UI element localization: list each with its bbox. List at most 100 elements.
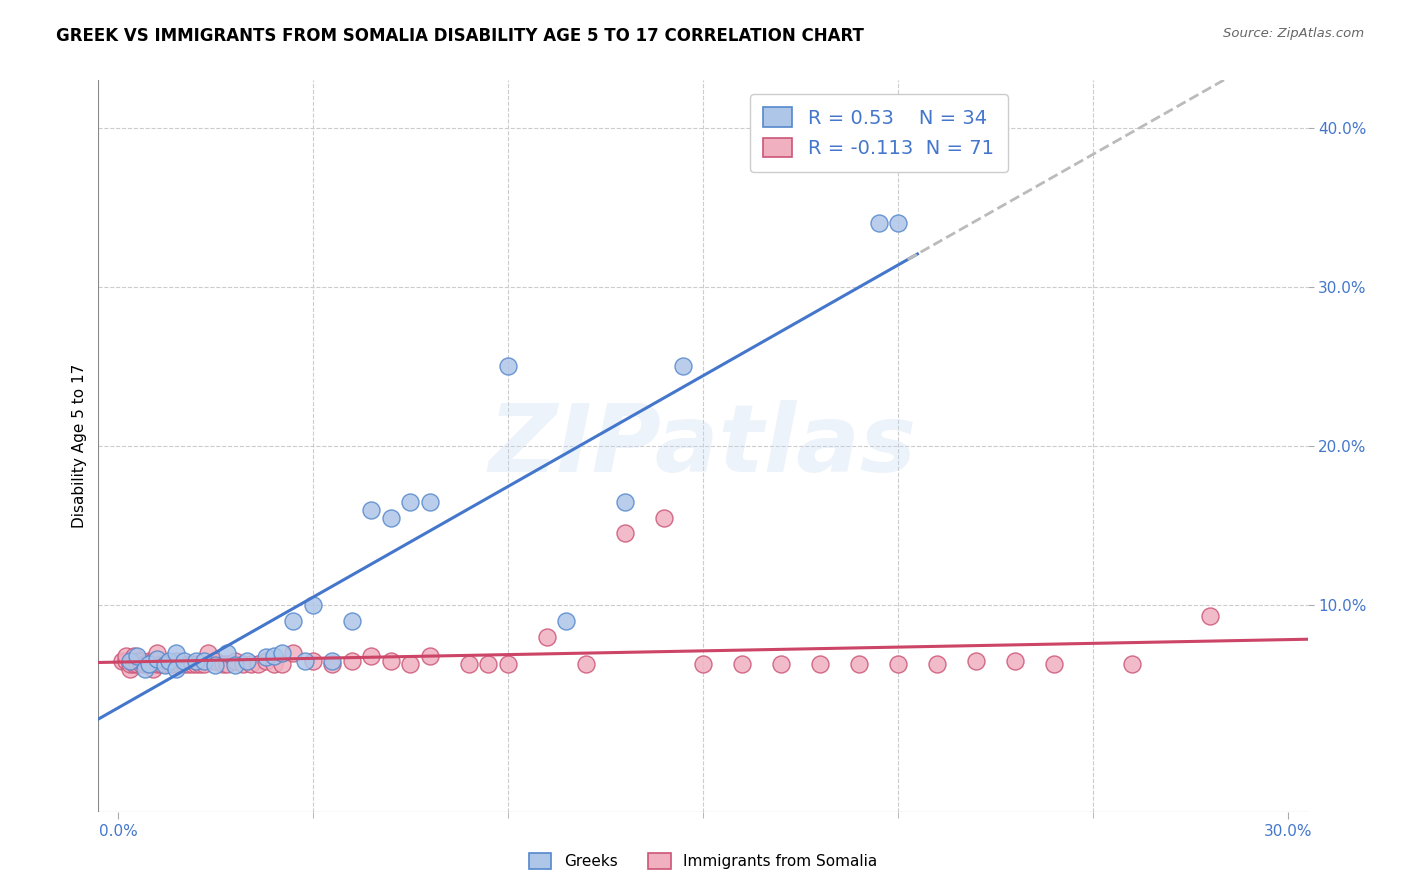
Point [887,216,910,230]
Point [114,654,136,668]
Point [808,657,831,671]
Text: GREEK VS IMMIGRANTS FROM SOMALIA DISABILITY AGE 5 TO 17 CORRELATION CHART: GREEK VS IMMIGRANTS FROM SOMALIA DISABIL… [56,27,865,45]
Point [496,657,519,671]
Point [1043,657,1066,671]
Point [302,598,325,612]
Point [157,657,180,671]
Point [193,654,215,668]
Point [247,657,270,671]
Point [204,658,226,673]
Point [122,648,145,663]
Point [254,654,277,668]
Point [340,614,363,628]
Point [380,510,402,524]
Point [193,657,215,671]
Point [848,657,870,671]
Point [302,654,325,668]
Point [118,657,141,671]
Point [1199,609,1222,624]
Point [165,646,187,660]
Point [131,657,153,671]
Point [1004,654,1026,668]
Point [134,662,156,676]
Point [134,657,156,671]
Point [868,216,890,230]
Point [142,662,165,676]
Point [614,526,637,541]
Point [235,654,257,668]
Point [555,614,578,628]
Point [496,359,519,374]
Point [419,494,441,508]
Point [165,662,187,676]
Point [340,654,363,668]
Point [197,646,219,660]
Point [138,654,160,668]
Point [165,654,187,668]
Point [212,657,235,671]
Point [536,630,558,644]
Point [270,646,292,660]
Point [217,657,239,671]
Point [232,657,254,671]
Point [181,657,204,671]
Point [263,648,285,663]
Legend: R = 0.53    N = 34, R = -0.113  N = 71: R = 0.53 N = 34, R = -0.113 N = 71 [749,94,1008,171]
Point [399,494,422,508]
Point [321,657,343,671]
Point [146,646,169,660]
Point [153,657,176,671]
Point [614,494,637,508]
Point [184,654,207,668]
Point [360,648,382,663]
Y-axis label: Disability Age 5 to 17: Disability Age 5 to 17 [72,364,87,528]
Point [149,657,172,671]
Point [224,658,246,673]
Legend: Greeks, Immigrants from Somalia: Greeks, Immigrants from Somalia [523,847,883,875]
Point [224,654,246,668]
Point [131,654,153,668]
Point [652,510,675,524]
Point [146,657,169,671]
Point [173,657,195,671]
Point [419,648,441,663]
Point [283,646,305,660]
Point [270,657,292,671]
Point [114,648,136,663]
Point [380,654,402,668]
Point [731,657,754,671]
Text: Source: ZipAtlas.com: Source: ZipAtlas.com [1223,27,1364,40]
Point [263,657,285,671]
Point [177,657,200,671]
Point [153,657,176,671]
Point [146,652,169,666]
Point [169,657,191,671]
Point [157,654,180,668]
Point [111,654,134,668]
Point [887,657,910,671]
Point [204,654,226,668]
Text: ZIPatlas: ZIPatlas [489,400,917,492]
Point [239,657,262,671]
Point [138,657,160,671]
Point [122,657,145,671]
Point [127,657,149,671]
Point [283,614,305,628]
Point [188,657,211,671]
Point [575,657,598,671]
Point [360,502,382,516]
Point [692,657,714,671]
Point [153,658,176,673]
Point [127,648,149,663]
Point [138,657,160,671]
Point [184,657,207,671]
Point [162,657,184,671]
Point [118,654,141,668]
Point [127,654,149,668]
Point [294,654,316,668]
Point [965,654,987,668]
Point [254,650,277,665]
Point [321,654,343,668]
Point [142,654,165,668]
Point [134,657,156,671]
